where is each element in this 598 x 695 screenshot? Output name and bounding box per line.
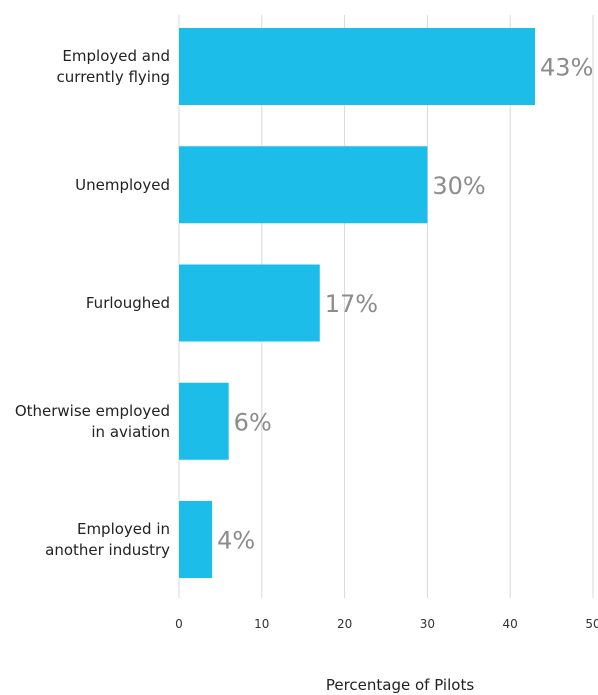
data-label: 6% — [234, 408, 272, 436]
bar — [179, 382, 229, 460]
category-label: Employed and — [62, 47, 170, 65]
value-labels: 43% 30% 17% 6% 4% — [217, 54, 593, 555]
x-tick-labels: 0 10 20 30 40 50 — [175, 617, 598, 631]
bar — [179, 28, 536, 105]
category-label: Furloughed — [86, 294, 170, 312]
x-tick-label: 30 — [420, 617, 435, 631]
x-tick-label: 0 — [175, 617, 183, 631]
x-tick-label: 50 — [585, 617, 598, 631]
category-label: Employed in — [77, 520, 170, 538]
bar — [179, 501, 213, 578]
category-label: Otherwise employed — [15, 402, 170, 420]
x-axis-title: Percentage of Pilots — [326, 676, 474, 694]
bar — [179, 264, 320, 342]
category-label: Unemployed — [75, 176, 170, 194]
x-tick-label: 40 — [503, 617, 518, 631]
data-label: 30% — [432, 172, 485, 200]
grid-lines — [178, 15, 594, 598]
data-label: 43% — [540, 54, 593, 82]
category-label: in aviation — [91, 423, 170, 441]
category-label: currently flying — [57, 68, 170, 86]
data-label: 4% — [217, 527, 255, 555]
category-label: another industry — [45, 541, 170, 559]
bars — [179, 28, 536, 578]
data-label: 17% — [325, 290, 378, 318]
category-labels: Employed and currently flying Unemployed Fu… — [15, 47, 170, 559]
x-tick-label: 10 — [254, 617, 269, 631]
bar — [179, 146, 428, 224]
x-tick-label: 20 — [337, 617, 352, 631]
